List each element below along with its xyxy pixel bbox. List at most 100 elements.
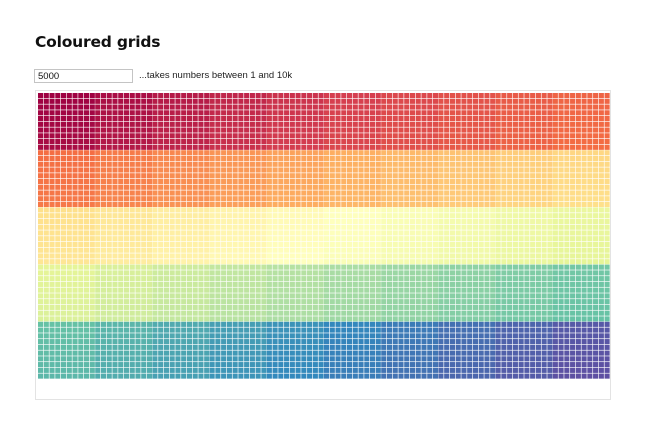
grid-cell <box>186 253 192 259</box>
grid-cell <box>593 224 599 230</box>
grid-cell <box>370 133 376 139</box>
grid-cell <box>495 356 501 362</box>
grid-cell <box>84 116 90 122</box>
grid-cell <box>261 230 267 236</box>
grid-cell <box>226 333 232 339</box>
grid-cell <box>84 333 90 339</box>
grid-cell <box>392 144 398 150</box>
grid-cell <box>289 178 295 185</box>
grid-cell <box>318 350 324 356</box>
grid-cell <box>432 236 439 242</box>
grid-cell <box>375 121 381 127</box>
grid-cell <box>495 150 501 156</box>
grid-cell <box>158 173 164 179</box>
grid-cell <box>141 264 147 270</box>
grid-cell <box>535 264 541 270</box>
grid-cell <box>209 116 215 122</box>
grid-cell <box>324 144 330 150</box>
grid-cell <box>226 139 232 145</box>
grid-cell <box>358 190 364 196</box>
grid-cell <box>261 247 267 253</box>
grid-cell <box>135 98 141 104</box>
grid-cell <box>61 236 67 242</box>
grid-cell <box>495 161 501 167</box>
grid-cell <box>95 230 101 236</box>
grid-cell <box>593 133 599 139</box>
grid-cell <box>238 161 244 167</box>
grid-cell <box>547 350 553 356</box>
grid-cell <box>43 276 49 282</box>
grid-cell <box>72 98 78 104</box>
grid-cell <box>204 293 210 299</box>
grid-cell <box>370 304 376 310</box>
grid-cell <box>604 173 610 179</box>
grid-cell <box>43 264 49 270</box>
grid-cell <box>61 350 67 356</box>
grid-cell <box>501 264 507 270</box>
grid-cell <box>490 150 496 156</box>
grid-cell <box>604 184 610 190</box>
grid-cell <box>106 213 112 219</box>
grid-cell <box>427 350 433 356</box>
grid-cell <box>181 373 187 379</box>
grid-cell <box>232 230 238 236</box>
grid-cell <box>163 293 169 299</box>
grid-cell <box>370 310 376 316</box>
grid-cell <box>547 93 553 99</box>
grid-cell <box>518 276 524 282</box>
grid-cell <box>370 344 376 350</box>
grid-cell <box>232 155 238 162</box>
grid-cell <box>472 339 478 345</box>
grid-cell <box>541 350 547 356</box>
grid-cell <box>301 121 307 127</box>
grid-cell <box>175 218 181 224</box>
grid-cell <box>472 321 478 327</box>
grid-cell <box>272 110 278 116</box>
grid-cell <box>364 104 370 110</box>
grid-cell <box>312 127 318 133</box>
grid-cell <box>295 362 301 368</box>
grid-cell <box>301 293 307 299</box>
grid-cell <box>163 287 169 293</box>
grid-cell <box>449 110 455 116</box>
grid-cell <box>501 218 507 224</box>
grid-cell <box>421 93 427 99</box>
grid-cell <box>84 230 90 236</box>
count-input[interactable] <box>34 69 133 83</box>
grid-cell <box>215 321 221 327</box>
grid-cell <box>593 281 599 287</box>
grid-cell <box>541 133 547 139</box>
grid-cell <box>209 173 215 179</box>
grid-cell <box>261 327 267 333</box>
grid-cell <box>61 173 67 179</box>
grid-cell <box>66 333 72 339</box>
grid-cell <box>524 196 530 202</box>
grid-cell <box>558 167 564 173</box>
grid-cell <box>558 253 564 259</box>
grid-cell <box>490 373 496 379</box>
grid-cell <box>398 190 404 196</box>
grid-cell <box>66 310 72 316</box>
grid-cell <box>198 281 204 287</box>
grid-cell <box>163 321 169 327</box>
grid-cell <box>181 362 187 368</box>
grid-cell <box>449 230 455 236</box>
grid-cell <box>100 184 107 190</box>
grid-cell <box>66 264 72 270</box>
grid-cell <box>347 121 353 127</box>
grid-cell <box>484 293 490 299</box>
grid-cell <box>381 196 387 202</box>
grid-cell <box>221 362 227 368</box>
grid-cell <box>175 150 181 156</box>
grid-cell <box>307 293 313 299</box>
grid-cell <box>100 299 107 305</box>
grid-cell <box>501 224 507 230</box>
grid-cell <box>181 321 187 327</box>
grid-cell <box>255 321 261 327</box>
grid-cell <box>238 293 244 299</box>
grid-cell <box>261 167 267 173</box>
grid-cell <box>244 104 250 110</box>
grid-cell <box>444 276 450 282</box>
grid-block <box>324 150 381 208</box>
grid-cell <box>495 293 501 299</box>
